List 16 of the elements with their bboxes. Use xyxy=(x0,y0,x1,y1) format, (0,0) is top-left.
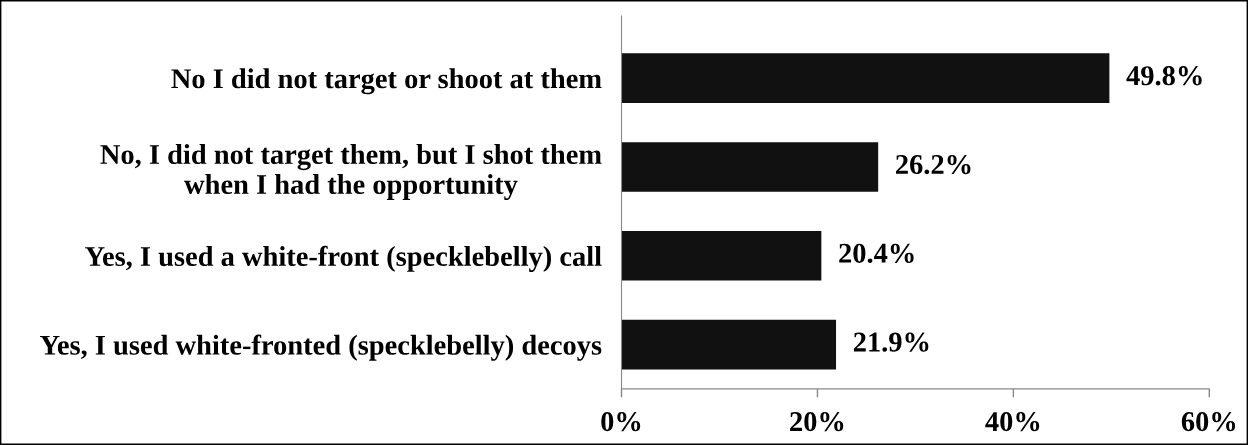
x-tick-label: 0% xyxy=(601,411,641,432)
data-label: 21.9% xyxy=(853,332,929,352)
y-tick-label: Yes, I used white-fronted (specklebelly) decoys xyxy=(39,334,602,361)
bar xyxy=(621,319,837,370)
y-tick-label: No, I did not target them, but I shot them when I had the opportunity xyxy=(100,144,602,200)
x-tick-label: 40% xyxy=(985,411,1040,432)
bar xyxy=(621,53,1110,104)
data-label: 26.2% xyxy=(896,154,971,175)
bar xyxy=(621,230,822,281)
bar xyxy=(621,142,879,192)
x-tick-label: 20% xyxy=(790,411,844,432)
data-label: 20.4% xyxy=(839,243,914,264)
y-tick-label: No I did not target or shoot at them xyxy=(171,68,602,95)
x-tick-label: 60% xyxy=(1181,411,1236,432)
y-tick-label: Yes, I used a white-front (specklebelly) call xyxy=(85,245,602,272)
data-label: 49.8% xyxy=(1126,66,1202,86)
